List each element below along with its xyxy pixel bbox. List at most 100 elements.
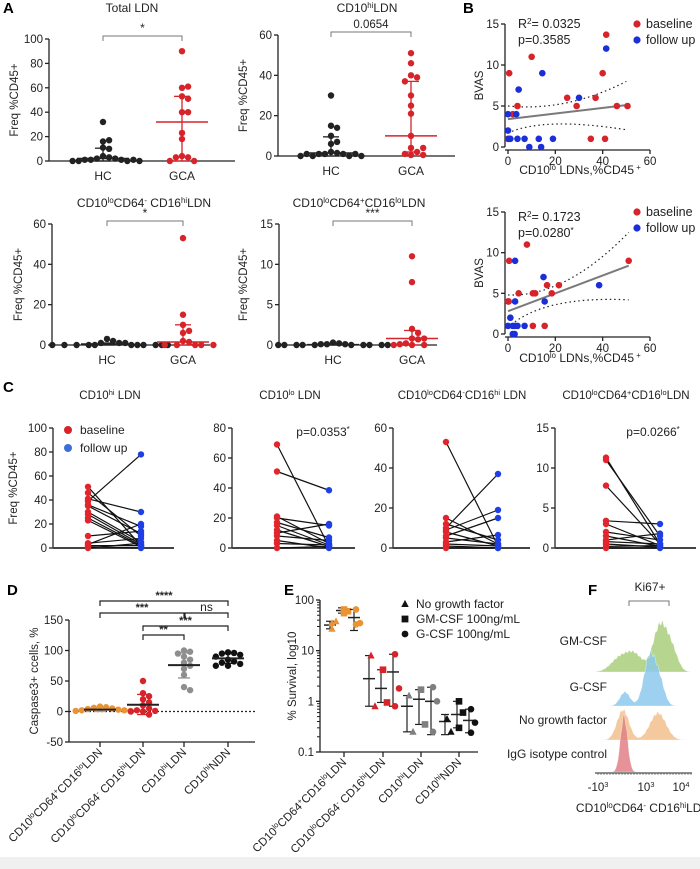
x-axis-label: CD10lo LDNs,%CD45 +	[519, 351, 641, 365]
data-point	[407, 60, 415, 67]
text-run: 20	[549, 156, 562, 168]
confidence-band-lower	[507, 298, 629, 328]
sample-label: IgG isotype control	[507, 747, 607, 761]
data-point-follow-up	[137, 544, 145, 552]
data-point-circle	[433, 698, 441, 705]
text-run: 60	[213, 453, 226, 465]
superscript: lo	[323, 196, 330, 205]
y-tick-label: 20	[30, 132, 43, 144]
legend-label: baseline	[646, 205, 693, 219]
x-category-label: HC	[98, 353, 116, 367]
data-point	[186, 656, 194, 663]
superscript: lo	[270, 820, 280, 830]
legend-label: follow up	[80, 441, 128, 455]
text-run: LDN	[363, 757, 388, 782]
text-run: BVAS	[474, 70, 486, 100]
legend-marker	[64, 444, 72, 452]
y-tick-label: 0	[267, 340, 273, 352]
paired-line	[87, 453, 142, 502]
text-run: GCA	[398, 164, 424, 178]
text-run: 0	[267, 340, 273, 352]
text-run: No growth factor	[519, 713, 607, 727]
paired-line	[605, 520, 661, 525]
data-point	[230, 649, 238, 657]
text-run: 60	[259, 30, 272, 42]
data-point	[127, 708, 135, 715]
data-point-baseline	[442, 514, 450, 522]
paired-line	[445, 517, 499, 545]
text-run: baseline	[80, 423, 125, 437]
superscript: -	[333, 798, 341, 806]
superscript: hi	[159, 761, 170, 772]
text-run: 40	[596, 343, 609, 355]
data-point	[140, 341, 147, 349]
y-tick-label: 0	[57, 707, 63, 719]
text-run: 15	[260, 219, 273, 231]
data-point-baseline	[523, 241, 531, 248]
data-point-baseline	[625, 257, 632, 265]
significance-label: *	[140, 21, 145, 35]
text-run: LDN	[373, 1, 397, 15]
y-tick-label: 15	[260, 219, 273, 231]
paired-line	[87, 504, 142, 527]
data-point-circle	[395, 685, 403, 692]
text-run: CD10	[293, 196, 324, 210]
text-run: 0	[40, 340, 46, 352]
paired-line	[276, 542, 330, 546]
panel-label-d: D	[7, 582, 18, 599]
gate-bracket	[628, 600, 670, 606]
data-point	[186, 648, 194, 655]
data-point-follow-up	[325, 537, 333, 544]
text-run: 100	[28, 423, 47, 435]
text-run: p=0.0353	[296, 425, 347, 439]
data-point	[166, 157, 174, 165]
paired-line	[87, 498, 142, 513]
superscript: lo	[68, 811, 78, 821]
superscript: lo	[427, 388, 433, 397]
text-run: 0	[37, 156, 43, 168]
data-point	[408, 278, 416, 286]
text-run: 10	[260, 259, 273, 271]
superscript: 3	[650, 780, 654, 789]
data-point-triangle	[332, 617, 340, 625]
data-point-baseline	[505, 69, 513, 77]
data-point-baseline	[599, 69, 606, 77]
paired-line	[605, 533, 661, 541]
superscript: +	[634, 351, 641, 360]
y-axis-label: Freq %CD45+	[238, 59, 250, 132]
superscript: lo	[607, 801, 614, 810]
data-point	[390, 341, 397, 349]
text-run: -10	[588, 782, 605, 794]
panel-label-e: E	[284, 582, 295, 599]
data-point	[178, 84, 186, 92]
legend-label: follow up	[646, 33, 695, 47]
text-run: 0	[543, 543, 549, 555]
text-run: Ki67+	[634, 580, 665, 594]
histogram-gm-csf	[594, 620, 693, 673]
regression-line	[507, 264, 630, 313]
y-tick-label: 0	[37, 156, 43, 168]
y-tick-label: 60	[259, 30, 272, 42]
data-point	[186, 686, 194, 694]
text-run: LDNs,%CD45	[556, 351, 634, 365]
superscript: +	[634, 163, 641, 172]
y-tick-label: 40	[34, 495, 47, 507]
data-point	[178, 48, 186, 55]
paired-line	[87, 511, 142, 543]
text-run: 20	[259, 111, 272, 123]
histogram-igg-isotype-control	[595, 712, 692, 773]
data-point-follow-up	[137, 528, 145, 535]
x-tick-label: 0	[505, 156, 511, 168]
data-point	[407, 151, 415, 159]
text-run: 0	[57, 707, 63, 719]
data-point-triangle	[371, 702, 379, 710]
data-point-follow-up	[515, 86, 522, 93]
significance-bracket	[184, 612, 229, 618]
significance-bracket	[142, 625, 229, 631]
text-run: R	[518, 17, 527, 31]
data-point-baseline	[273, 532, 281, 540]
x-category-label: GCA	[170, 353, 196, 367]
x-tick-label: 40	[596, 343, 609, 355]
text-run: Freq %CD45+	[238, 248, 250, 321]
paired-line	[445, 534, 499, 543]
